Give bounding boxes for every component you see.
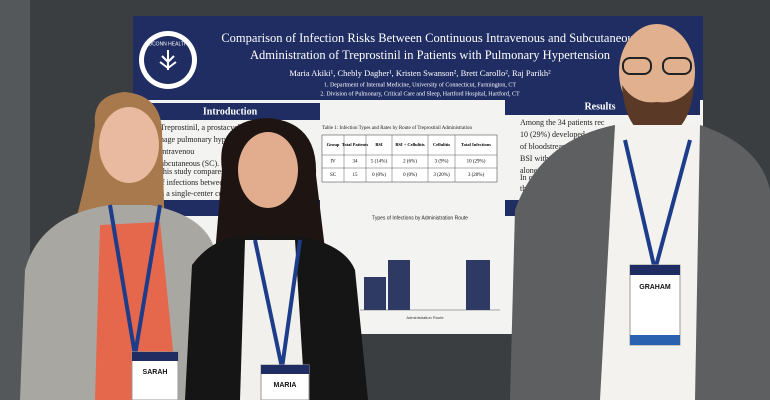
section-heading: Introduction — [203, 106, 258, 117]
table-header: Total Infections — [461, 142, 491, 147]
table-cell: 2 (6%) — [403, 160, 417, 165]
table-header: BSI — [375, 142, 383, 147]
head — [619, 24, 695, 120]
beard — [622, 85, 694, 138]
intro-line: of infections betwee — [158, 178, 223, 187]
table-cell: 0 (0%) — [372, 173, 386, 178]
title-line: Comparison of Infection Risks Between Co… — [221, 31, 638, 45]
title-line: Administration of Treprostinil in Patien… — [250, 48, 611, 62]
table-header: Total Patients — [342, 142, 369, 147]
intro-line: in a single-center co — [158, 189, 223, 198]
table-cell: 3 (9%) — [435, 160, 449, 165]
chart-bar — [364, 277, 386, 310]
glasses — [622, 57, 652, 75]
results-line: 10 (29%) developed — [520, 130, 585, 139]
section-bar — [140, 103, 320, 120]
table-cell: 5 (14%) — [371, 160, 388, 165]
table-caption: Table 1: Infection Types and Rates by Ro… — [322, 126, 473, 131]
chart-x-label: Administration Route — [406, 315, 444, 320]
affiliation: 2. Division of Pulmonary, Critical Care … — [320, 90, 520, 97]
logo-leaf — [159, 50, 177, 70]
results-line: alone [ — [520, 166, 542, 175]
badge-name: SARAH — [143, 369, 168, 376]
badge-name: MARIA — [274, 382, 297, 389]
table-header: BSI + Cellulitis — [395, 142, 425, 147]
glasses — [662, 57, 692, 75]
badge — [629, 264, 681, 346]
table: Group Total Patients BSI BSI + Cellulitis Ce… — [321, 134, 498, 183]
table-cell: 34 — [353, 160, 359, 165]
table-cell: SC — [330, 173, 337, 178]
results-line: In co — [520, 173, 536, 182]
badge-header — [630, 265, 680, 275]
table-cell: IV — [330, 160, 336, 165]
chart-bar — [466, 260, 490, 310]
face — [238, 132, 298, 208]
intro-line: Treprostinil, a prostacyclin — [160, 123, 246, 132]
results-line: of bloodstream — [520, 142, 569, 151]
intro-line: intravenou — [160, 147, 194, 156]
poster-banner — [133, 16, 703, 100]
intro-line: This study compares — [158, 167, 224, 176]
table-header: Cellulitis — [433, 142, 450, 147]
badge-header — [132, 352, 178, 361]
results-line: Among the 34 patients rec — [520, 118, 605, 127]
intro-line: nage pulmonary hyp — [160, 135, 226, 144]
table-cell: 3 (20%) — [433, 173, 450, 178]
chart-bar — [388, 260, 410, 310]
badge-name: GRAHAM — [639, 284, 671, 291]
intro-line: ubcutaneous (SC). — [160, 159, 219, 168]
table-frame — [321, 134, 498, 183]
chart-title: Types of Infections by Administration Ro… — [372, 215, 468, 221]
intro-text: Treprostinil, a prostacyclin nage pulmona… — [158, 123, 246, 198]
badge-header — [261, 365, 309, 374]
table-cell: 15 — [353, 173, 359, 178]
badge-footer — [630, 335, 680, 345]
table-cell: 0 (0%) — [403, 173, 417, 178]
affiliation: 1. Department of Internal Medicine, Univ… — [324, 81, 516, 88]
face — [99, 107, 159, 183]
authors: Maria Akiki¹, Chebly Dagher¹, Kristen Sw… — [289, 68, 551, 78]
table-header: Group — [327, 142, 340, 147]
logo-text: UCONN HEALTH — [148, 41, 187, 47]
table-cell: 3 (20%) — [468, 173, 485, 178]
section-heading: Results — [584, 101, 615, 112]
table-cell: 10 (29%) — [467, 160, 486, 165]
results-line: BSI with — [520, 154, 549, 163]
